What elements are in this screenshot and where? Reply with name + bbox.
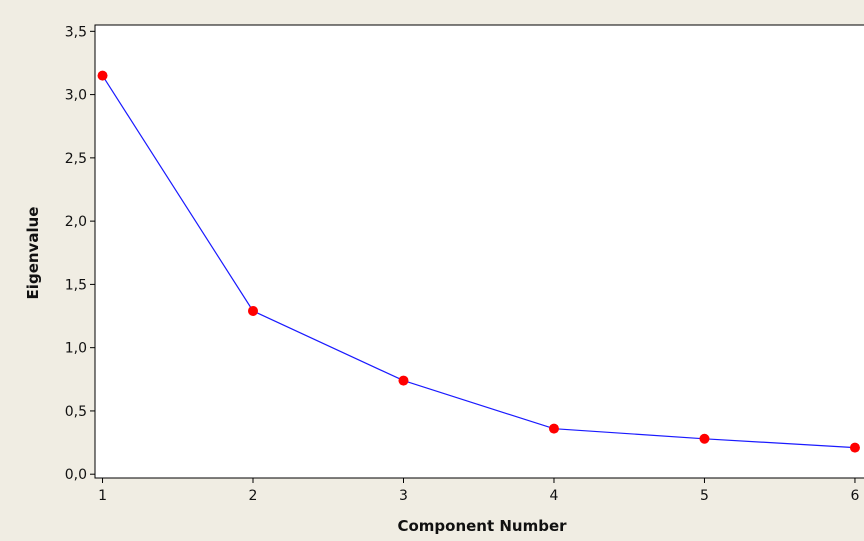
- x-axis: 1 2 3 4 5 6: [98, 478, 859, 504]
- y-tick-label: 0,5: [65, 404, 87, 420]
- y-tick-label: 1,5: [65, 277, 87, 293]
- y-axis: 0,0 0,5 1,0 1,5 2,0 2,5 3,0 3,5: [65, 24, 95, 483]
- x-tick-label: 2: [249, 488, 258, 504]
- x-axis-title: Component Number: [397, 517, 567, 535]
- y-axis-title: Eigenvalue: [24, 207, 42, 300]
- y-tick-label: 3,0: [65, 88, 87, 104]
- y-tick-label: 0,0: [65, 467, 87, 483]
- data-point-5: [699, 433, 710, 444]
- data-point-2: [248, 305, 259, 316]
- x-tick-label: 1: [98, 488, 107, 504]
- data-point-6: [849, 442, 860, 453]
- y-tick-label: 2,0: [65, 214, 87, 230]
- y-tick-label: 1,0: [65, 341, 87, 357]
- x-tick-label: 5: [700, 488, 709, 504]
- series-layer: [97, 70, 860, 453]
- y-tick-label: 3,5: [65, 24, 87, 40]
- y-tick-label: 2,5: [65, 151, 87, 167]
- x-tick-label: 6: [850, 488, 859, 504]
- x-tick-label: 4: [550, 488, 559, 504]
- data-point-3: [398, 375, 409, 386]
- plot-area: [94, 24, 864, 479]
- data-point-1: [97, 70, 108, 81]
- series-line: [101, 75, 856, 449]
- x-tick-label: 3: [399, 488, 408, 504]
- data-point-4: [548, 423, 559, 434]
